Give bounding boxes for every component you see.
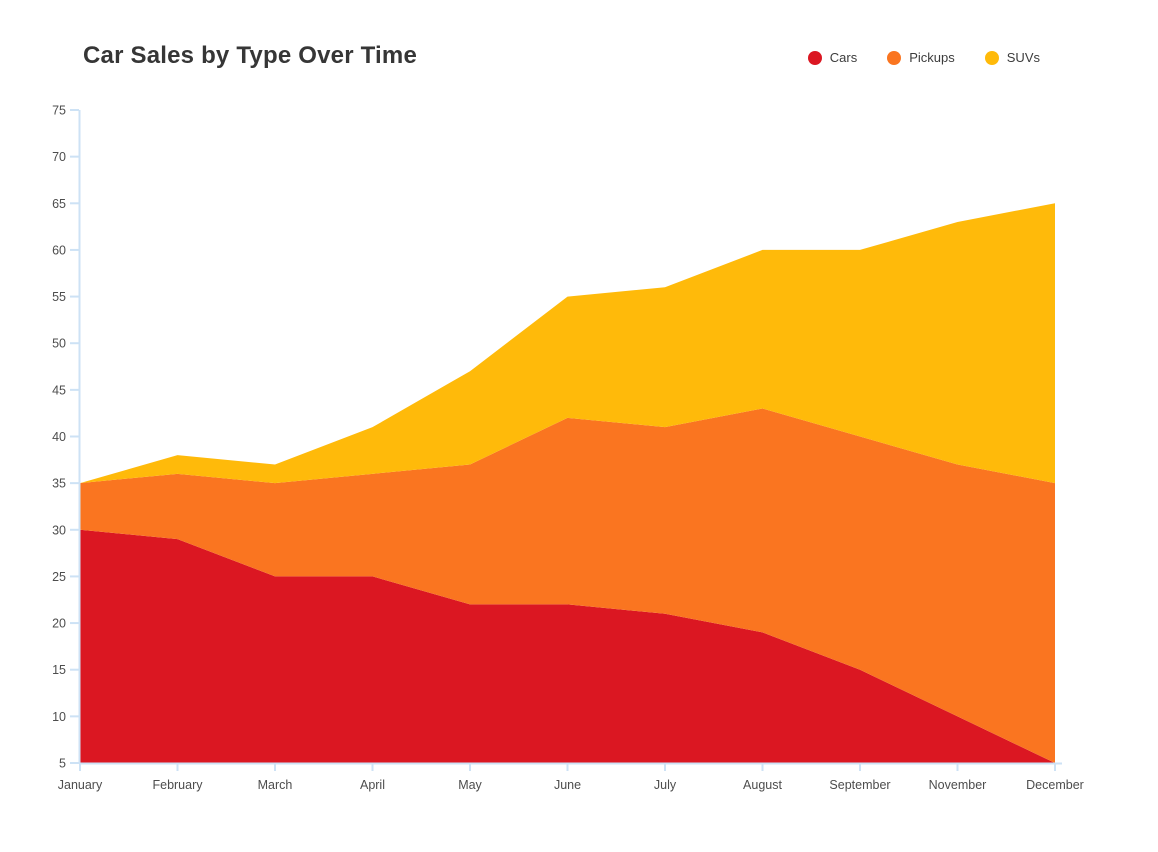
y-tick-label: 25 — [52, 570, 66, 584]
x-tick-label: July — [654, 778, 677, 792]
legend-dot-pickups — [887, 50, 902, 65]
y-tick-label: 65 — [52, 197, 66, 211]
x-tick-label: November — [929, 778, 987, 792]
x-tick-label: March — [258, 778, 293, 792]
y-tick-label: 20 — [52, 617, 66, 631]
y-tick-label: 35 — [52, 477, 66, 491]
chart-title: Car Sales by Type Over Time — [83, 42, 418, 69]
legend-dot-suvs — [984, 50, 999, 65]
x-tick-label: February — [152, 778, 203, 792]
legend-item-pickups[interactable]: Pickups — [887, 50, 955, 65]
x-tick-label: June — [554, 778, 581, 792]
y-tick-label: 55 — [52, 290, 66, 304]
x-axis: January February March April May June July Augu… — [58, 762, 1084, 792]
x-tick-label: December — [1026, 778, 1084, 792]
x-tick-label: September — [829, 778, 890, 792]
y-tick-label: 75 — [52, 104, 66, 118]
plot-areas — [80, 203, 1055, 763]
chart-legend: Cars Pickups SUVs — [807, 50, 1040, 65]
y-tick-label: 10 — [52, 710, 66, 724]
y-tick-label: 5 — [59, 757, 66, 771]
legend-label: Pickups — [909, 50, 955, 65]
area-pickups — [80, 408, 1055, 763]
legend-item-cars[interactable]: Cars — [807, 50, 858, 65]
y-tick-label: 50 — [52, 337, 66, 351]
x-tick-label: January — [58, 778, 103, 792]
legend-label: Cars — [829, 50, 858, 65]
y-tick-label: 15 — [52, 663, 66, 677]
x-tick-label: May — [458, 778, 482, 792]
area-cars — [80, 529, 1055, 763]
legend-item-suvs[interactable]: SUVs — [984, 50, 1040, 65]
x-tick-label: August — [743, 778, 782, 792]
y-tick-label: 40 — [52, 430, 66, 444]
x-tick-label: April — [360, 778, 385, 792]
y-tick-label: 70 — [52, 150, 66, 164]
y-tick-label: 30 — [52, 523, 66, 537]
legend-dot-cars — [807, 50, 822, 65]
legend-label: SUVs — [1006, 50, 1040, 65]
y-tick-label: 45 — [52, 383, 66, 397]
area-suvs — [80, 203, 1055, 484]
y-axis: 5 10 15 20 25 30 35 40 45 50 55 60 65 70 75 — [52, 104, 81, 771]
y-tick-label: 60 — [52, 243, 66, 257]
